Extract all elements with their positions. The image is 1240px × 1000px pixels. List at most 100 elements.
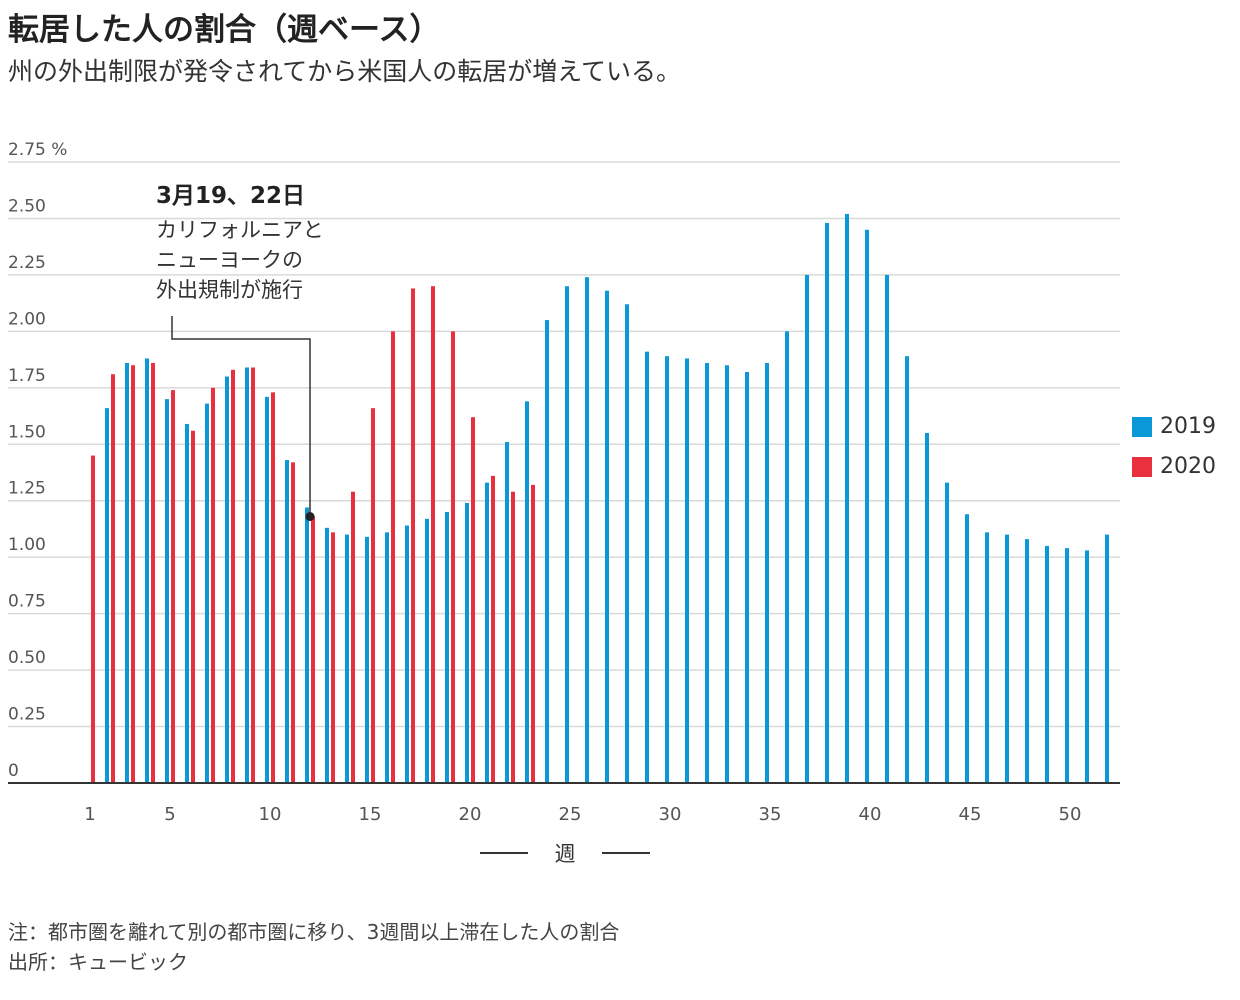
bar-2019-week-16 (385, 532, 389, 783)
bar-2019-week-5 (165, 399, 169, 783)
bar-2019-week-29 (645, 351, 649, 783)
legend-swatch-2019 (1132, 416, 1152, 437)
bar-2019-week-25 (565, 286, 569, 783)
annotation-title: 3月19、22日 (156, 183, 305, 209)
bar-2019-week-15 (365, 536, 369, 783)
bar-2019-week-40 (865, 229, 869, 783)
y-tick-label: 2.50 (8, 196, 46, 216)
bar-2020-week-19 (451, 331, 455, 783)
x-axis-title: 週 (555, 842, 576, 866)
bar-2019-week-46 (985, 532, 989, 783)
bar-2019-week-39 (845, 213, 849, 784)
bar-2019-week-43 (925, 432, 929, 783)
y-tick-label: 1.50 (8, 422, 46, 442)
annotation-line-3: 外出規制が施行 (156, 278, 303, 302)
bar-2019-week-38 (825, 222, 829, 784)
bar-2020-week-10 (271, 392, 275, 783)
bar-2019-week-48 (1025, 539, 1029, 783)
bar-2019-week-13 (325, 527, 329, 783)
bar-2019-week-35 (765, 362, 769, 783)
bar-2020-week-14 (351, 491, 355, 783)
bar-2019-week-6 (185, 423, 189, 783)
series-2019-bars (105, 213, 1109, 784)
x-tick-label: 15 (359, 804, 382, 825)
bar-2019-week-18 (425, 518, 429, 783)
source-credit: 出所：キュービック (8, 950, 188, 974)
bar-2019-week-45 (965, 514, 969, 783)
bar-2019-week-12 (305, 507, 309, 783)
bar-2019-week-49 (1045, 545, 1049, 783)
bar-2019-week-28 (625, 304, 629, 783)
y-tick-label: 2.25 (8, 253, 46, 273)
y-tick-label: 1.00 (8, 535, 46, 555)
annotation: 3月19、22日 カリフォルニアと ニューヨークの 外出規制が施行 (156, 183, 324, 522)
x-tick-label: 45 (959, 804, 982, 825)
x-axis-ticks: 1 5 10 15 20 25 30 35 40 45 50 (84, 804, 1081, 825)
bar-2020-week-3 (131, 365, 135, 783)
annotation-line-1: カリフォルニアと (156, 218, 324, 242)
y-tick-label: 1.25 (8, 479, 46, 499)
bar-2019-week-10 (265, 396, 269, 783)
y-tick-label: 0.50 (8, 648, 46, 668)
x-tick-label: 25 (559, 804, 582, 825)
bar-2019-week-44 (945, 482, 949, 783)
bar-2019-week-32 (705, 362, 709, 783)
legend-item-2020: 2020 (1132, 454, 1216, 479)
bar-2019-week-4 (145, 358, 149, 783)
bar-2019-week-20 (465, 502, 469, 783)
bar-2019-week-37 (805, 274, 809, 783)
bar-2019-week-22 (505, 442, 509, 783)
bar-2020-week-15 (371, 408, 375, 783)
x-tick-label: 5 (164, 804, 175, 825)
bar-2020-week-11 (291, 462, 295, 783)
chart-title: 転居した人の割合（週ベース） (8, 12, 441, 48)
x-tick-label: 20 (459, 804, 482, 825)
bar-2019-week-2 (105, 408, 109, 783)
bar-2019-week-50 (1065, 548, 1069, 783)
x-tick-label: 1 (84, 804, 95, 825)
annotation-marker-dot (305, 512, 315, 522)
bar-2020-week-23 (531, 484, 535, 783)
bar-2020-week-2 (111, 374, 115, 783)
bar-2020-week-17 (411, 288, 415, 783)
legend-item-2019: 2019 (1132, 414, 1216, 439)
y-tick-label: 0.25 (8, 705, 46, 725)
bar-2019-week-26 (585, 277, 589, 783)
bar-2020-week-22 (511, 491, 515, 783)
annotation-line-2: ニューヨークの (156, 248, 303, 272)
bar-2019-week-36 (785, 331, 789, 783)
bar-2019-week-21 (485, 482, 489, 783)
x-tick-label: 35 (759, 804, 782, 825)
y-tick-label: 1.75 (8, 366, 46, 386)
bar-2020-week-6 (191, 430, 195, 783)
bar-2020-week-12 (311, 516, 315, 783)
series-2020-bars (91, 286, 535, 783)
bar-2019-week-8 (225, 376, 229, 783)
bar-2019-week-23 (525, 401, 529, 783)
bar-2019-week-52 (1105, 534, 1109, 783)
bar-2019-week-27 (605, 290, 609, 783)
bar-2020-week-5 (171, 390, 175, 783)
legend-swatch-2020 (1132, 456, 1152, 477)
bar-2019-week-41 (885, 274, 889, 783)
bar-2020-week-13 (331, 532, 335, 783)
bar-2020-week-7 (211, 387, 215, 783)
bar-2019-week-7 (205, 403, 209, 783)
chart-subtitle: 州の外出制限が発令されてから米国人の転居が増えている。 (8, 57, 682, 86)
legend-label-2019: 2019 (1160, 414, 1216, 439)
bar-2019-week-9 (245, 367, 249, 783)
bar-2020-week-4 (151, 362, 155, 783)
bar-2019-week-14 (345, 534, 349, 783)
bar-2019-week-19 (445, 512, 449, 783)
x-axis-label: 週 (480, 842, 650, 866)
y-tick-label: 0.75 (8, 592, 46, 612)
bar-2020-week-16 (391, 331, 395, 783)
bar-2019-week-51 (1085, 550, 1089, 783)
bar-2019-week-24 (545, 320, 549, 783)
annotation-leader-line (171, 316, 311, 517)
bar-2020-week-1 (91, 455, 95, 783)
x-tick-label: 50 (1059, 804, 1082, 825)
bar-2020-week-8 (231, 369, 235, 783)
footnote: 注：都市圏を離れて別の都市圏に移り、3週間以上滞在した人の割合 (8, 920, 620, 944)
y-tick-label: 2.00 (8, 309, 46, 329)
